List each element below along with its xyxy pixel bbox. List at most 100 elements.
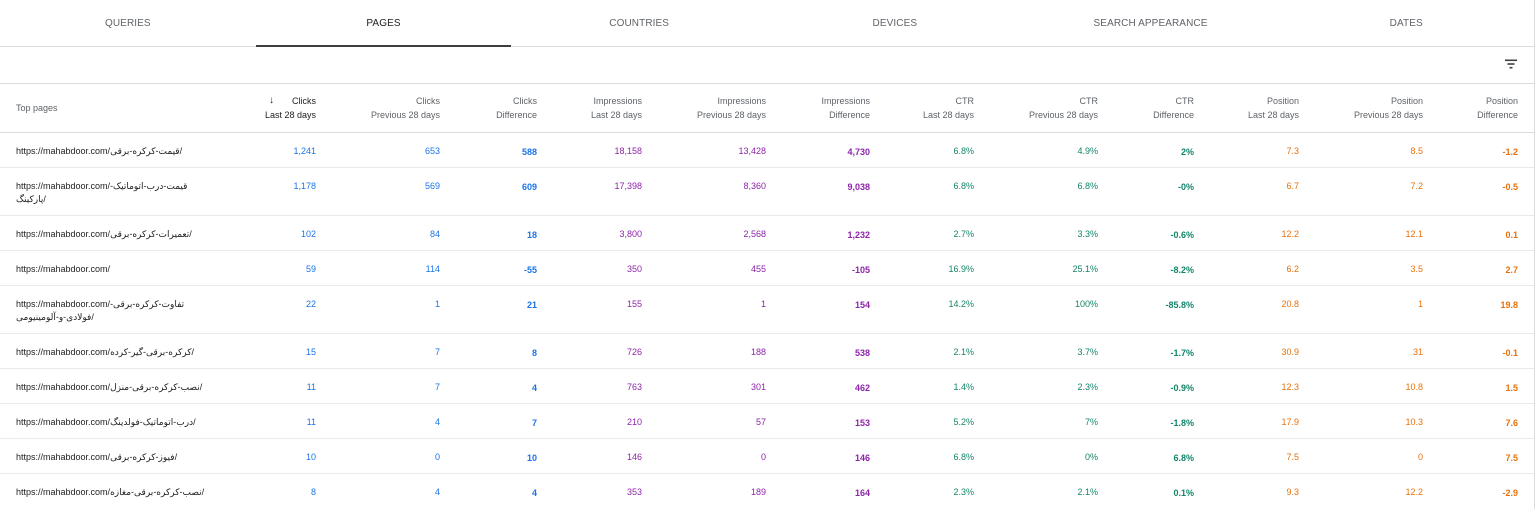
ctr-difference-cell: 2%	[1180, 146, 1194, 157]
impressions-previous-cell: 8,360	[743, 180, 766, 191]
header-line1: Top pages	[16, 102, 58, 113]
impressions-difference-cell: 153	[854, 417, 870, 428]
tab-label: SEARCH APPEARANCE	[1093, 17, 1208, 29]
column-header-position-difference[interactable]: Position Difference	[1439, 84, 1534, 133]
clicks-previous-cell: 114	[425, 263, 440, 274]
clicks-last-cell: 11	[306, 416, 316, 427]
impressions-difference-cell: 154	[854, 299, 870, 310]
page-url-cell[interactable]: https://mahabdoor.com/نصب-کرکره-برقی-مغا…	[16, 486, 205, 497]
table-row[interactable]: https://mahabdoor.com/فیوز-کرکره-برقی/10…	[0, 438, 1534, 473]
page-url-cell[interactable]: https://mahabdoor.com/تعمیرات-کرکره-برقی…	[16, 228, 192, 239]
table-row[interactable]: https://mahabdoor.com/قیمت-درب-اتوماتیک-…	[0, 167, 1534, 215]
position-previous-cell: 3.5	[1410, 263, 1423, 274]
header-line1: Position	[1485, 95, 1518, 106]
clicks-difference-cell: 4	[531, 382, 537, 393]
page-url-cell[interactable]: https://mahabdoor.com/تفاوت-کرکره-برقی-ف…	[16, 298, 185, 322]
tab-countries[interactable]: COUNTRIES	[511, 0, 767, 46]
page-url-cell[interactable]: https://mahabdoor.com/قیمت-کرکره-برقی/	[16, 145, 183, 156]
tab-search-appearance[interactable]: SEARCH APPEARANCE	[1023, 0, 1279, 46]
table-row[interactable]: https://mahabdoor.com/نصب-کرکره-برقی-منز…	[0, 368, 1534, 403]
impressions-difference-cell: 9,038	[847, 181, 870, 192]
table-row[interactable]: https://mahabdoor.com/درب-اتوماتیک-فولدی…	[0, 403, 1534, 438]
page-url-cell[interactable]: https://mahabdoor.com/فیوز-کرکره-برقی/	[16, 451, 178, 462]
page-url-cell[interactable]: https://mahabdoor.com/کرکره-برقی-گیر-کرد…	[16, 346, 194, 357]
clicks-previous-cell: 7	[434, 346, 440, 357]
position-difference-cell: 7.6	[1505, 417, 1518, 428]
ctr-last-cell: 5.2%	[953, 416, 974, 427]
clicks-difference-cell: 8	[531, 347, 537, 358]
header-line2: Last 28 days	[590, 109, 642, 120]
column-header-clicks-difference[interactable]: Clicks Difference	[456, 84, 553, 133]
header-line1: Position	[1266, 95, 1299, 106]
table-row[interactable]: https://mahabdoor.com/59 114 -55 350 455 -105…	[0, 250, 1534, 285]
clicks-last-cell: 11	[306, 381, 316, 392]
column-header-position-last[interactable]: Position Last 28 days	[1210, 84, 1315, 133]
ctr-last-cell: 2.1%	[953, 346, 974, 357]
page-url-cell[interactable]: https://mahabdoor.com/قیمت-درب-اتوماتیک-…	[16, 180, 188, 204]
clicks-previous-cell: 4	[434, 416, 440, 427]
header-line1: Clicks	[416, 95, 440, 106]
impressions-difference-cell: 4,730	[847, 146, 870, 157]
header-line2: Difference	[1477, 109, 1518, 120]
ctr-difference-cell: -0.9%	[1170, 382, 1194, 393]
filter-icon	[1505, 59, 1517, 69]
position-difference-cell: 2.7	[1505, 264, 1518, 275]
tab-devices[interactable]: DEVICES	[767, 0, 1023, 46]
tab-pages[interactable]: PAGES	[255, 0, 512, 47]
clicks-previous-cell: 4	[434, 486, 440, 497]
position-difference-cell: -0.1	[1502, 347, 1518, 358]
column-header-top-pages[interactable]: Top pages	[0, 84, 225, 133]
clicks-last-cell: 102	[300, 228, 316, 239]
clicks-last-cell: 1,241	[293, 145, 316, 156]
column-header-ctr-previous[interactable]: CTR Previous 28 days	[990, 84, 1114, 133]
tab-label: PAGES	[366, 17, 401, 29]
column-header-impressions-previous[interactable]: Impressions Previous 28 days	[658, 84, 782, 133]
page-url-cell[interactable]: https://mahabdoor.com/نصب-کرکره-برقی-منز…	[16, 381, 203, 392]
position-last-cell: 6.7	[1286, 180, 1299, 191]
column-header-ctr-last[interactable]: CTR Last 28 days	[886, 84, 990, 133]
clicks-previous-cell: 84	[429, 228, 440, 239]
tab-label: DEVICES	[872, 17, 918, 29]
header-line1: CTR	[955, 95, 975, 106]
impressions-last-cell: 155	[626, 298, 642, 309]
header-line1: Clicks	[292, 95, 316, 106]
filter-button[interactable]	[1502, 55, 1520, 73]
clicks-previous-cell: 1	[434, 298, 440, 309]
column-header-position-previous[interactable]: Position Previous 28 days	[1315, 84, 1439, 133]
ctr-difference-cell: -1.7%	[1170, 347, 1194, 358]
position-last-cell: 7.5	[1286, 451, 1299, 462]
column-header-clicks-last[interactable]: ↓ Clicks Last 28 days	[225, 84, 332, 133]
impressions-previous-cell: 455	[750, 263, 766, 274]
column-header-clicks-previous[interactable]: Clicks Previous 28 days	[332, 84, 456, 133]
table-row[interactable]: https://mahabdoor.com/تفاوت-کرکره-برقی-ف…	[0, 285, 1534, 333]
ctr-last-cell: 6.8%	[953, 451, 974, 462]
impressions-last-cell: 17,398	[614, 180, 642, 191]
column-header-impressions-difference[interactable]: Impressions Difference	[782, 84, 886, 133]
position-previous-cell: 10.8	[1405, 381, 1423, 392]
page-url-cell[interactable]: https://mahabdoor.com/	[16, 263, 111, 274]
clicks-difference-cell: 7	[531, 417, 537, 428]
table-body: https://mahabdoor.com/قیمت-کرکره-برقی/1,…	[0, 132, 1534, 508]
table-row[interactable]: https://mahabdoor.com/کرکره-برقی-گیر-کرد…	[0, 333, 1534, 368]
clicks-difference-cell: 588	[521, 146, 537, 157]
ctr-difference-cell: -8.2%	[1170, 264, 1194, 275]
column-header-impressions-last[interactable]: Impressions Last 28 days	[553, 84, 658, 133]
header-line2: Difference	[1153, 109, 1194, 120]
table-row[interactable]: https://mahabdoor.com/قیمت-کرکره-برقی/1,…	[0, 132, 1534, 167]
impressions-previous-cell: 301	[750, 381, 766, 392]
impressions-previous-cell: 2,568	[743, 228, 766, 239]
ctr-previous-cell: 3.7%	[1077, 346, 1098, 357]
clicks-difference-cell: 21	[526, 299, 537, 310]
table-row[interactable]: https://mahabdoor.com/نصب-کرکره-برقی-مغا…	[0, 473, 1534, 508]
column-header-ctr-difference[interactable]: CTR Difference	[1114, 84, 1210, 133]
ctr-previous-cell: 25.1%	[1072, 263, 1098, 274]
tab-queries[interactable]: QUERIES	[0, 0, 256, 46]
table-row[interactable]: https://mahabdoor.com/تعمیرات-کرکره-برقی…	[0, 215, 1534, 250]
impressions-last-cell: 350	[626, 263, 642, 274]
ctr-previous-cell: 2.1%	[1077, 486, 1098, 497]
page-url-cell[interactable]: https://mahabdoor.com/درب-اتوماتیک-فولدی…	[16, 416, 196, 427]
position-previous-cell: 7.2	[1410, 180, 1423, 191]
tab-dates[interactable]: DATES	[1278, 0, 1534, 46]
tab-label: QUERIES	[104, 17, 151, 29]
